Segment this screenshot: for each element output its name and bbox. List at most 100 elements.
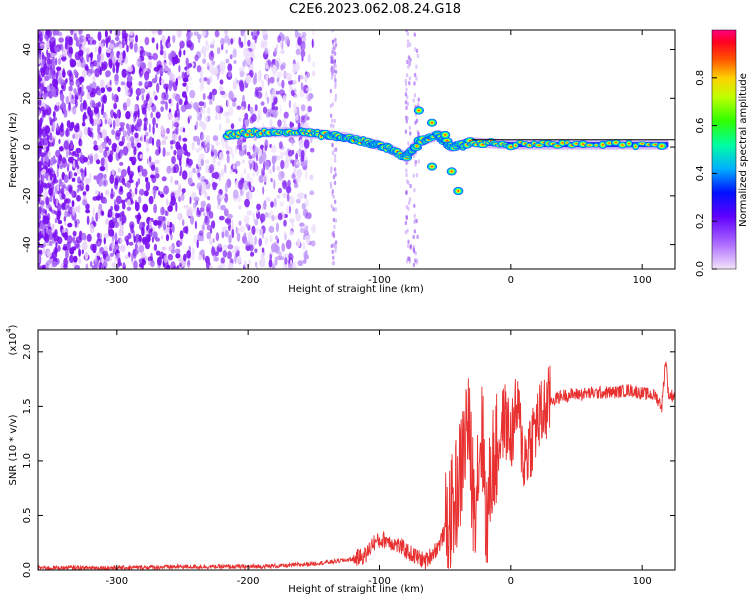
noise-speck [170,175,173,184]
noise-speck [203,77,208,82]
noise-speck [280,49,285,54]
noise-speck [89,155,94,165]
noise-speck [130,223,134,234]
noise-speck [277,212,283,221]
noise-speck [244,148,247,155]
noise-speck [406,39,410,44]
noise-speck [262,30,268,35]
noise-speck [143,190,149,197]
noise-speck [113,43,118,48]
noise-speck [146,146,150,153]
noise-speck [329,181,333,187]
noise-speck [101,42,104,49]
noise-speck [134,132,139,139]
noise-speck [196,182,203,191]
noise-speck [334,218,338,223]
noise-speck [195,148,200,153]
noise-speck [65,198,71,204]
noise-speck [54,104,57,110]
noise-speck [254,235,257,245]
noise-speck [114,232,118,242]
noise-speck [279,201,284,207]
noise-speck [38,52,41,58]
noise-speck [222,243,226,250]
noise-speck [85,209,91,214]
noise-speck [210,50,214,58]
spectrogram-x-tick-label: 100 [633,275,652,286]
noise-speck [119,211,123,222]
noise-speck [268,225,275,233]
noise-speck [204,116,209,122]
noise-speck [82,191,87,196]
noise-speck [144,71,150,81]
noise-speck [48,116,51,121]
noise-speck [215,105,220,113]
noise-speck [73,108,77,114]
noise-speck [163,254,168,264]
noise-speck [243,47,249,58]
noise-speck [80,168,84,173]
noise-speck [133,112,138,117]
noise-speck [76,164,80,170]
noise-speck [131,125,134,135]
noise-speck [248,260,251,266]
noise-speck [404,92,408,97]
noise-speck [212,66,219,76]
noise-speck [154,159,160,165]
noise-speck [201,134,205,141]
noise-speck [135,249,139,255]
noise-speck [212,135,219,142]
noise-speck [304,193,307,200]
noise-speck [206,62,210,67]
noise-speck [277,35,281,43]
noise-speck [71,177,76,182]
noise-speck [232,48,237,58]
noise-speck [166,198,169,206]
noise-speck [51,261,58,268]
noise-speck [176,149,182,156]
noise-speck [141,93,145,102]
noise-speck [68,171,71,180]
noise-speck [262,106,268,114]
noise-speck [279,141,283,149]
noise-speck [155,250,161,256]
noise-speck [220,37,225,46]
noise-speck [167,205,173,212]
noise-speck [413,32,416,37]
noise-speck [194,200,198,207]
noise-speck [97,213,101,219]
noise-speck [188,264,191,269]
noise-speck [272,108,279,118]
noise-speck [100,264,103,269]
noise-speck [106,36,111,42]
noise-speck [415,64,418,69]
noise-speck [186,157,190,165]
noise-speck [102,94,107,104]
noise-speck [172,59,176,66]
noise-speck [114,204,120,212]
noise-speck [235,226,238,234]
noise-speck [78,258,82,265]
noise-speck [226,251,233,260]
noise-speck [174,248,181,254]
noise-speck [174,110,178,118]
noise-speck [179,230,184,240]
noise-speck [89,172,92,183]
noise-speck [61,156,67,164]
noise-speck [254,248,258,253]
noise-speck [154,95,158,101]
noise-speck [332,230,335,236]
noise-speck [258,156,263,165]
noise-speck [100,52,104,63]
noise-speck [130,173,134,178]
noise-speck [61,100,65,109]
noise-speck [99,79,105,88]
noise-speck [109,43,115,50]
noise-speck [405,87,408,92]
noise-speck [223,111,229,117]
noise-speck [220,65,225,75]
noise-speck [311,38,314,48]
noise-speck [51,223,55,230]
noise-speck [153,190,156,200]
noise-speck [147,103,151,111]
